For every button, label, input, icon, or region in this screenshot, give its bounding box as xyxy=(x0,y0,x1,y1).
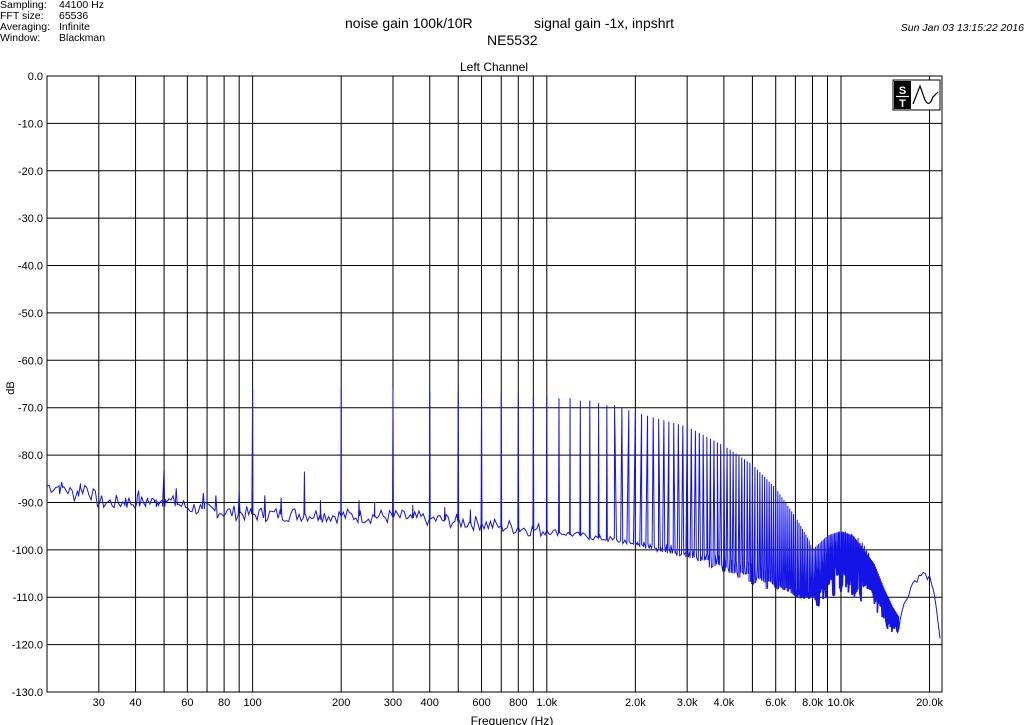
chart-title: Left Channel xyxy=(460,60,528,74)
st-logo-icon: S T xyxy=(892,79,941,111)
title-center: NE5532 xyxy=(487,32,538,48)
info-row: Sampling: 44100 Hz xyxy=(0,0,105,11)
info-key: Sampling: xyxy=(0,0,47,11)
x-tick-label: 80 xyxy=(218,697,230,709)
x-tick-label: 20.0k xyxy=(916,697,943,709)
svg-text:S: S xyxy=(899,85,906,97)
info-key: Window: xyxy=(0,32,41,44)
x-tick-label: 10.0k xyxy=(828,697,855,709)
x-tick-label: 3.0k xyxy=(677,697,698,709)
chart-grid xyxy=(46,75,943,693)
y-tick-label: -70.0 xyxy=(18,403,43,415)
spectrum-trace xyxy=(46,388,941,639)
y-tick-label: -120.0 xyxy=(12,640,43,652)
x-tick-label: 2.0k xyxy=(625,697,646,709)
x-tick-labels: 30 40 60 80 100 200 300 400 600 800 1.0k 2.0k 3.0k 4.… xyxy=(93,697,944,709)
x-tick-label: 600 xyxy=(472,697,490,709)
x-tick-label: 6.0k xyxy=(765,697,786,709)
x-tick-label: 8.0k xyxy=(802,697,823,709)
y-axis-label: dB xyxy=(5,381,17,394)
y-tick-label: -100.0 xyxy=(12,545,43,557)
y-tick-label: -80.0 xyxy=(18,450,43,462)
x-tick-label: 30 xyxy=(93,697,105,709)
x-tick-label: 1.0k xyxy=(536,697,557,709)
x-tick-label: 300 xyxy=(384,697,402,709)
info-key: Averaging: xyxy=(0,21,51,33)
x-axis-label: Frequency (Hz) xyxy=(471,714,554,725)
x-tick-label: 40 xyxy=(129,697,141,709)
y-tick-label: -50.0 xyxy=(18,308,43,320)
y-tick-label: -90.0 xyxy=(18,497,43,509)
y-tick-label: -30.0 xyxy=(18,213,43,225)
x-tick-label: 200 xyxy=(332,697,350,709)
info-key: FFT size: xyxy=(0,10,44,22)
x-tick-label: 4.0k xyxy=(714,697,735,709)
y-tick-label: -130.0 xyxy=(12,687,43,699)
x-tick-label: 400 xyxy=(421,697,439,709)
info-value: 44100 Hz xyxy=(59,0,104,11)
measurement-info: Sampling: 44100 Hz FFT size: 65536 Averaging… xyxy=(0,0,105,44)
timestamp: Sun Jan 03 13:15:22 2016 xyxy=(900,22,1024,34)
info-row: Window: Blackman xyxy=(0,33,105,44)
info-value: 65536 xyxy=(59,10,89,22)
y-tick-labels: 0.0 -10.0 -20.0 -30.0 -40.0 -50.0 -60.0 -70.0 -8… xyxy=(12,71,43,699)
x-tick-label: 60 xyxy=(181,697,193,709)
spectrum-line xyxy=(46,388,941,639)
y-tick-label: -20.0 xyxy=(18,166,43,178)
info-value: Infinite xyxy=(59,21,90,33)
y-tick-label: -60.0 xyxy=(18,355,43,367)
y-tick-label: -10.0 xyxy=(18,118,43,130)
info-value: Blackman xyxy=(59,32,106,44)
y-tick-label: -110.0 xyxy=(13,592,43,604)
x-tick-label: 100 xyxy=(243,697,261,709)
info-row: Averaging: Infinite xyxy=(0,22,105,33)
y-tick-label: 0.0 xyxy=(28,71,43,83)
info-row: FFT size: 65536 xyxy=(0,11,105,22)
svg-text:T: T xyxy=(899,98,906,110)
title-left: noise gain 100k/10R xyxy=(345,15,473,31)
title-right: signal gain -1x, inpshrt xyxy=(534,15,675,31)
y-tick-label: -40.0 xyxy=(18,261,43,273)
plot-frame xyxy=(46,75,943,693)
x-tick-label: 800 xyxy=(509,697,527,709)
